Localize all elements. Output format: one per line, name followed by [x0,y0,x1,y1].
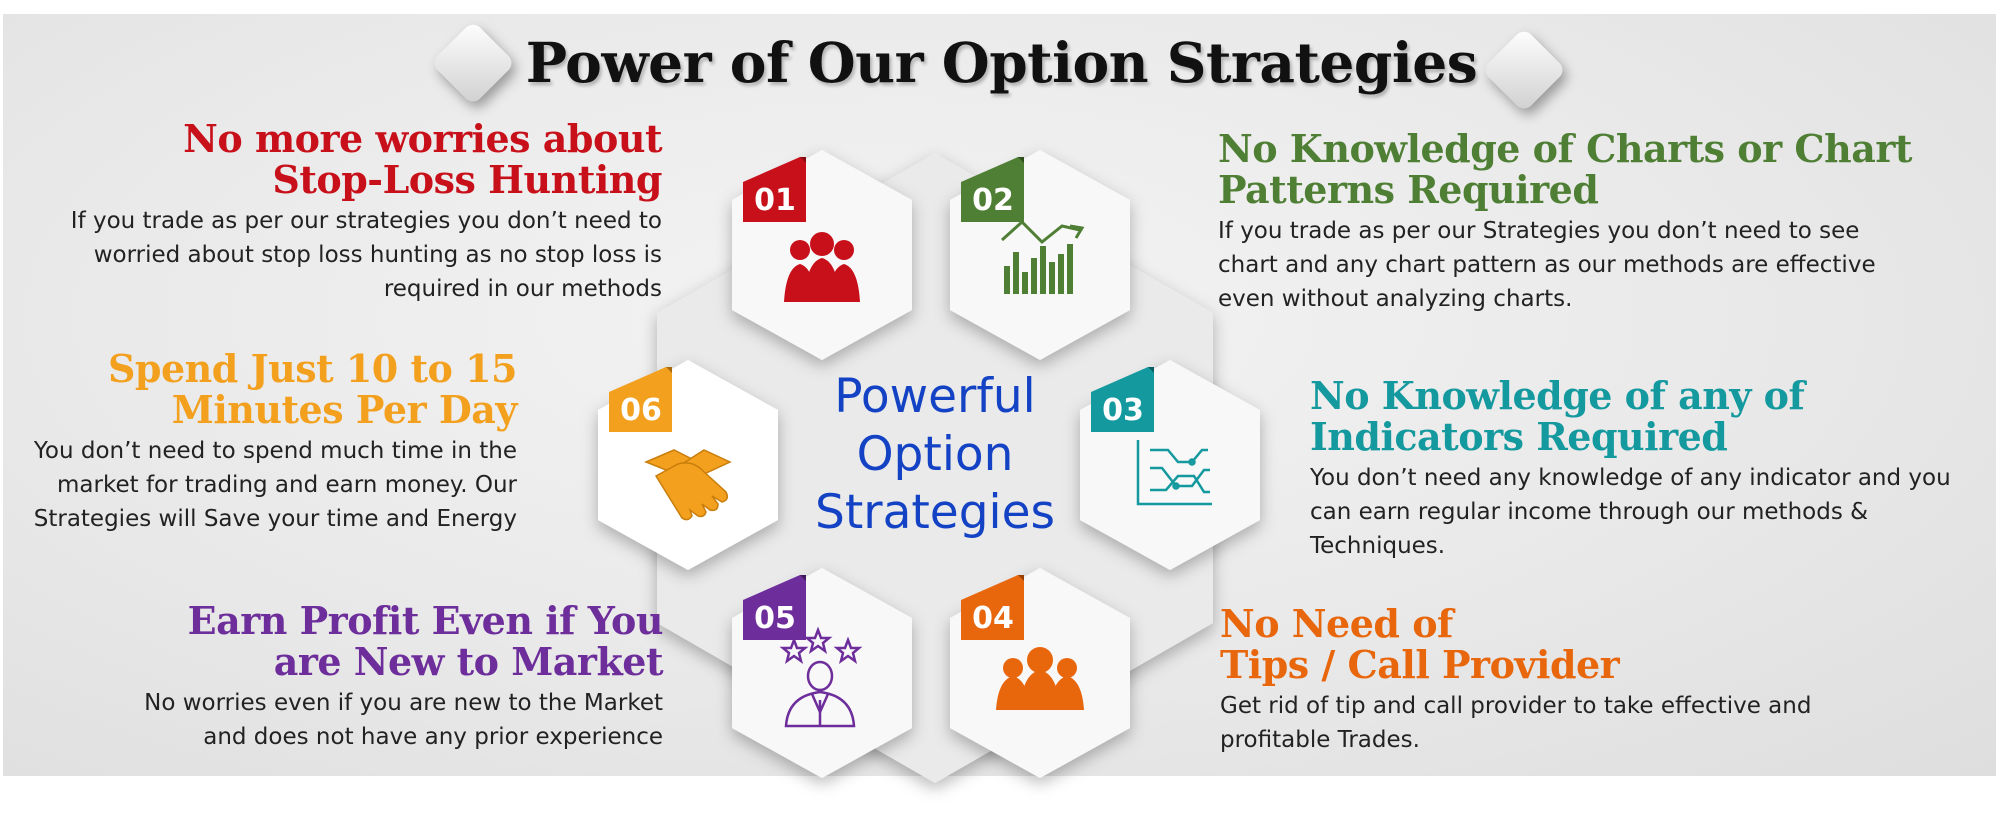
hexagon-06 [598,360,778,570]
feature-03-heading: No Knowledge of any of Indicators Requir… [1310,375,1990,457]
feature-01: No more worries about Stop-Loss Hunting … [62,118,663,306]
feature-06-heading-line-2: Minutes Per Day [171,387,518,432]
badge-number-03: 03 [1102,393,1144,428]
handshake-icon [644,449,732,521]
hexagon-02 [950,150,1130,360]
feature-05-heading: Earn Profit Even if You are New to Marke… [103,598,664,684]
feature-02-heading-line-1: No Knowledge of Charts or Chart [1218,126,1912,171]
bar-chart-trend-icon [1000,219,1085,294]
center-label-line-2: Option [856,427,1014,482]
page-title: Power of Our Option Strategies [525,30,1478,95]
feature-03: No Knowledge of any of Indicators Requir… [1310,375,1990,563]
feature-04-heading: No Need of Tips / Call Provider [1220,603,1920,685]
feature-01-text: If you trade as per our strategies you d… [62,204,662,306]
feature-03-text-line-1: You don’t need any knowledge of any indi… [1310,465,1951,491]
feature-04-text-line-2: profitable Trades. [1220,727,1420,753]
feature-02-text-line-3: even without analyzing charts. [1218,286,1573,312]
feature-02-heading-line-2: Patterns Required [1218,167,1599,212]
businessman-stars-icon [779,626,863,728]
hexagon-05 [732,568,912,778]
feature-05-text-line-2: and does not have any prior experience [203,724,663,750]
feature-04-text: Get rid of tip and call provider to take… [1220,689,1920,757]
center-label-line-3: Strategies [814,485,1056,540]
hexagon-01 [732,150,912,360]
title-diamond-left [434,24,512,102]
feature-06-text-line-2: market for trading and earn money. Our [57,472,517,498]
feature-03-heading-line-1: No Knowledge of any of [1310,373,1805,418]
feature-01-heading: No more worries about Stop-Loss Hunting [62,118,662,200]
feature-02-heading: No Knowledge of Charts or Chart Patterns… [1218,128,1958,210]
group-icon [996,647,1084,710]
feature-04-text-line-1: Get rid of tip and call provider to take… [1220,693,1812,719]
badge-number-01: 01 [754,183,796,218]
feature-02-text-line-2: chart and any chart pattern as our metho… [1218,252,1876,278]
team-icon [784,232,860,302]
indicator-graph-icon [1136,440,1212,506]
feature-01-text-line-3: required in our methods [383,276,662,302]
feature-01-heading-line-2: Stop-Loss Hunting [272,157,662,202]
badge-number-02: 02 [972,183,1014,218]
feature-02-text-line-1: If you trade as per our Strategies you d… [1218,218,1860,244]
feature-01-heading-line-1: No more worries about [183,116,662,161]
feature-05: Earn Profit Even if You are New to Marke… [103,600,663,754]
feature-03-text-line-2: can earn regular income through our meth… [1310,499,1869,525]
feature-04-heading-line-1: No Need of [1220,601,1453,646]
feature-04: No Need of Tips / Call Provider Get rid … [1220,603,1920,757]
feature-06-text-line-1: You don’t need to spend much time in the [33,438,517,464]
feature-05-text: No worries even if you are new to the Ma… [103,686,663,754]
feature-06: Spend Just 10 to 15 Minutes Per Day You … [0,346,518,536]
feature-05-heading-line-2: are New to Market [273,639,664,684]
hexagon-03 [1080,360,1260,570]
feature-05-heading-line-1: Earn Profit Even if You [187,598,664,643]
feature-03-text-line-3: Techniques. [1310,533,1446,559]
center-label-line-1: Powerful [834,369,1036,424]
feature-06-heading: Spend Just 10 to 15 Minutes Per Day [0,346,518,432]
badge-number-06: 06 [620,393,662,428]
title-diamond-right [1485,31,1563,109]
feature-05-text-line-1: No worries even if you are new to the Ma… [144,690,663,716]
badge-number-04: 04 [972,601,1014,636]
feature-06-heading-line-1: Spend Just 10 to 15 [107,346,518,391]
feature-02: No Knowledge of Charts or Chart Patterns… [1218,128,1958,316]
feature-01-text-line-2: worried about stop loss hunting as no st… [93,242,662,268]
feature-01-text-line-1: If you trade as per our strategies you d… [70,208,662,234]
feature-02-text: If you trade as per our Strategies you d… [1218,214,1958,316]
feature-03-heading-line-2: Indicators Required [1310,414,1728,459]
feature-04-heading-line-2: Tips / Call Provider [1220,642,1620,687]
feature-03-text: You don’t need any knowledge of any indi… [1310,461,1990,563]
feature-06-text: You don’t need to spend much time in the… [0,434,517,536]
hexagon-04 [950,568,1130,778]
center-label: Powerful Option Strategies [780,368,1090,542]
badge-number-05: 05 [754,601,796,636]
feature-06-text-line-3: Strategies will Save your time and Energ… [33,506,517,532]
